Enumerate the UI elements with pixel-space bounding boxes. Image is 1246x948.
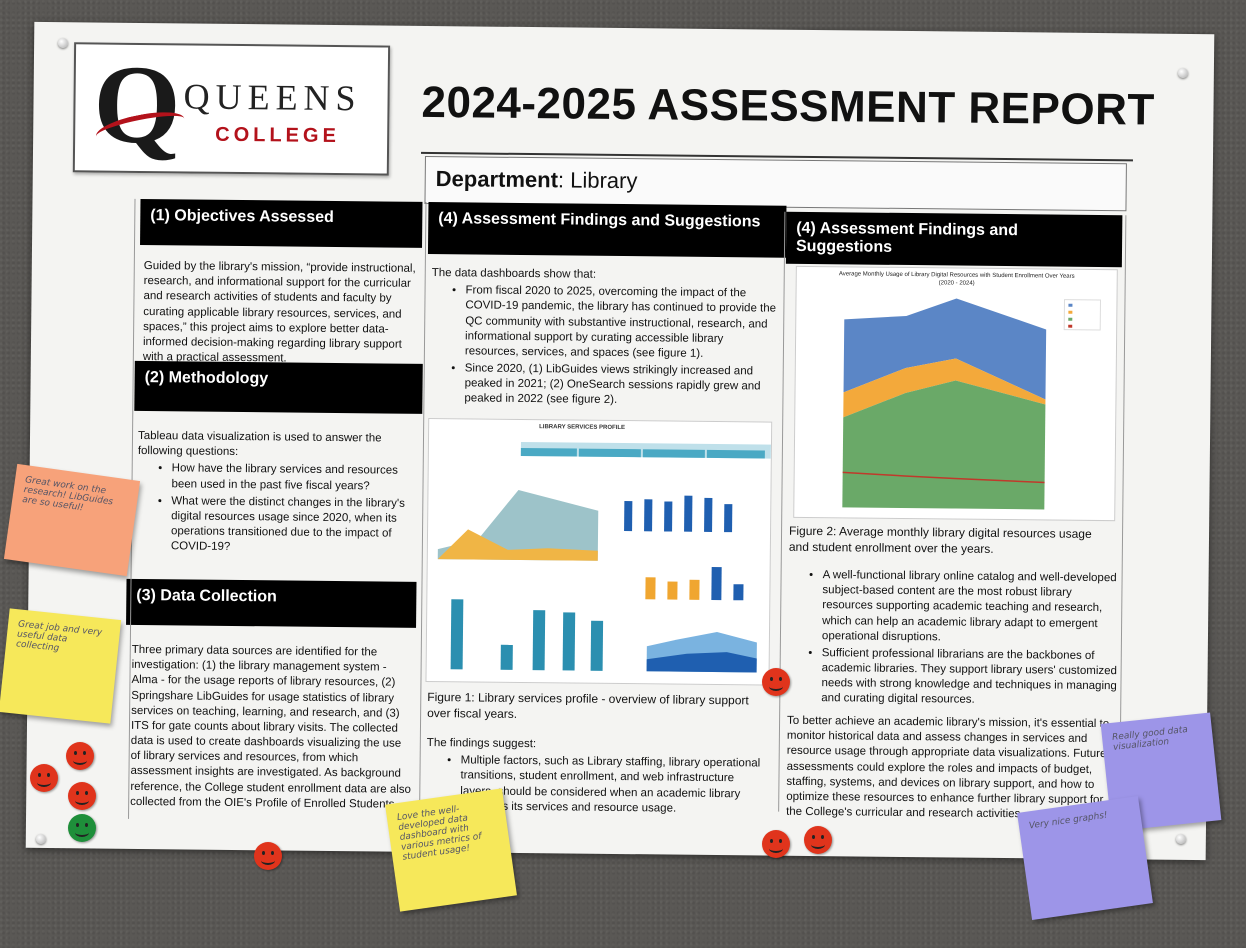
sticky-note-yellow: Great job and very useful data collectin… — [0, 608, 122, 724]
legend-swatch — [1068, 310, 1073, 314]
legend-swatch — [1068, 324, 1073, 328]
catalog-series-area — [842, 380, 1046, 510]
pushpin — [36, 834, 46, 844]
findings-1-bullets: From fiscal 2020 to 2025, overcoming the… — [430, 283, 777, 410]
chart-legend — [1063, 299, 1102, 331]
loans-bars — [645, 566, 744, 601]
department-label: Department — [435, 166, 559, 193]
kpi-tile — [642, 449, 705, 458]
findings-1-body: The data dashboards show that: From fisc… — [430, 266, 777, 412]
pushpin — [1176, 834, 1186, 844]
pushpin — [1178, 68, 1188, 78]
column-3-border — [778, 211, 1127, 816]
kpi-tile — [706, 449, 765, 459]
libguides-series-area — [843, 358, 1046, 418]
legend-swatch — [1068, 303, 1073, 307]
department-text: Department: Library — [436, 166, 638, 194]
logo-line2: COLLEGE — [215, 123, 340, 148]
smiley-sticker — [68, 782, 96, 810]
findings-header-1: (4) Assessment Findings and Suggestions — [427, 201, 787, 258]
smiley-sticker — [30, 764, 58, 792]
figure-2-graphics — [842, 298, 1102, 510]
sticky-note-orange: Great work on the research! LibGuides ar… — [3, 463, 141, 577]
visits-bars — [450, 599, 604, 671]
smiley-sticker — [254, 842, 282, 870]
sticky-note-yellow: Love the well-developed data dashboard w… — [385, 788, 517, 912]
queens-college-logo: Q QUEENS COLLEGE — [72, 42, 391, 176]
assessment-poster: Q QUEENS COLLEGE 2024-2025 ASSESSMENT RE… — [25, 21, 1215, 861]
smiley-sticker-green — [68, 814, 96, 842]
findings-1-intro: The data dashboards show that: — [431, 267, 597, 281]
findings-1-bullet: From fiscal 2020 to 2025, overcoming the… — [465, 284, 778, 363]
figure-1-graphics — [437, 441, 771, 673]
onesearch-series-area — [843, 298, 1047, 400]
smiley-sticker — [804, 826, 832, 854]
figure-2-chart: Average Monthly Usage of Library Digital… — [793, 265, 1118, 522]
smiley-sticker — [66, 742, 94, 770]
findings-1-bullet: Since 2020, (1) LibGuides views striking… — [464, 361, 776, 410]
onesearch-area — [646, 652, 757, 673]
enrollment-line — [842, 471, 1045, 484]
logo-line1: QUEENS — [183, 76, 362, 119]
smiley-sticker — [762, 830, 790, 858]
findings-suggest-intro: The findings suggest: — [426, 736, 537, 751]
figure-1-dashboard: LIBRARY SERVICES PROFILE — [425, 417, 773, 686]
page-title: 2024-2025 ASSESSMENT REPORT — [421, 77, 1156, 135]
instructional-bars — [624, 495, 733, 533]
figure-1-caption: Figure 1: Library services profile - ove… — [427, 689, 749, 721]
kpi-tile — [578, 448, 641, 458]
legend-swatch — [1068, 317, 1073, 321]
findings-suggest-bullet: Multiple factors, such as Library staffi… — [460, 754, 771, 818]
sticky-note-purple: Very nice graphs! — [1017, 796, 1153, 920]
column-1-border — [128, 198, 427, 822]
circulation-area — [437, 529, 598, 561]
pushpin — [58, 38, 68, 48]
smiley-sticker — [762, 668, 790, 696]
department-value: : Library — [557, 167, 638, 194]
kpi-tile — [520, 447, 577, 457]
